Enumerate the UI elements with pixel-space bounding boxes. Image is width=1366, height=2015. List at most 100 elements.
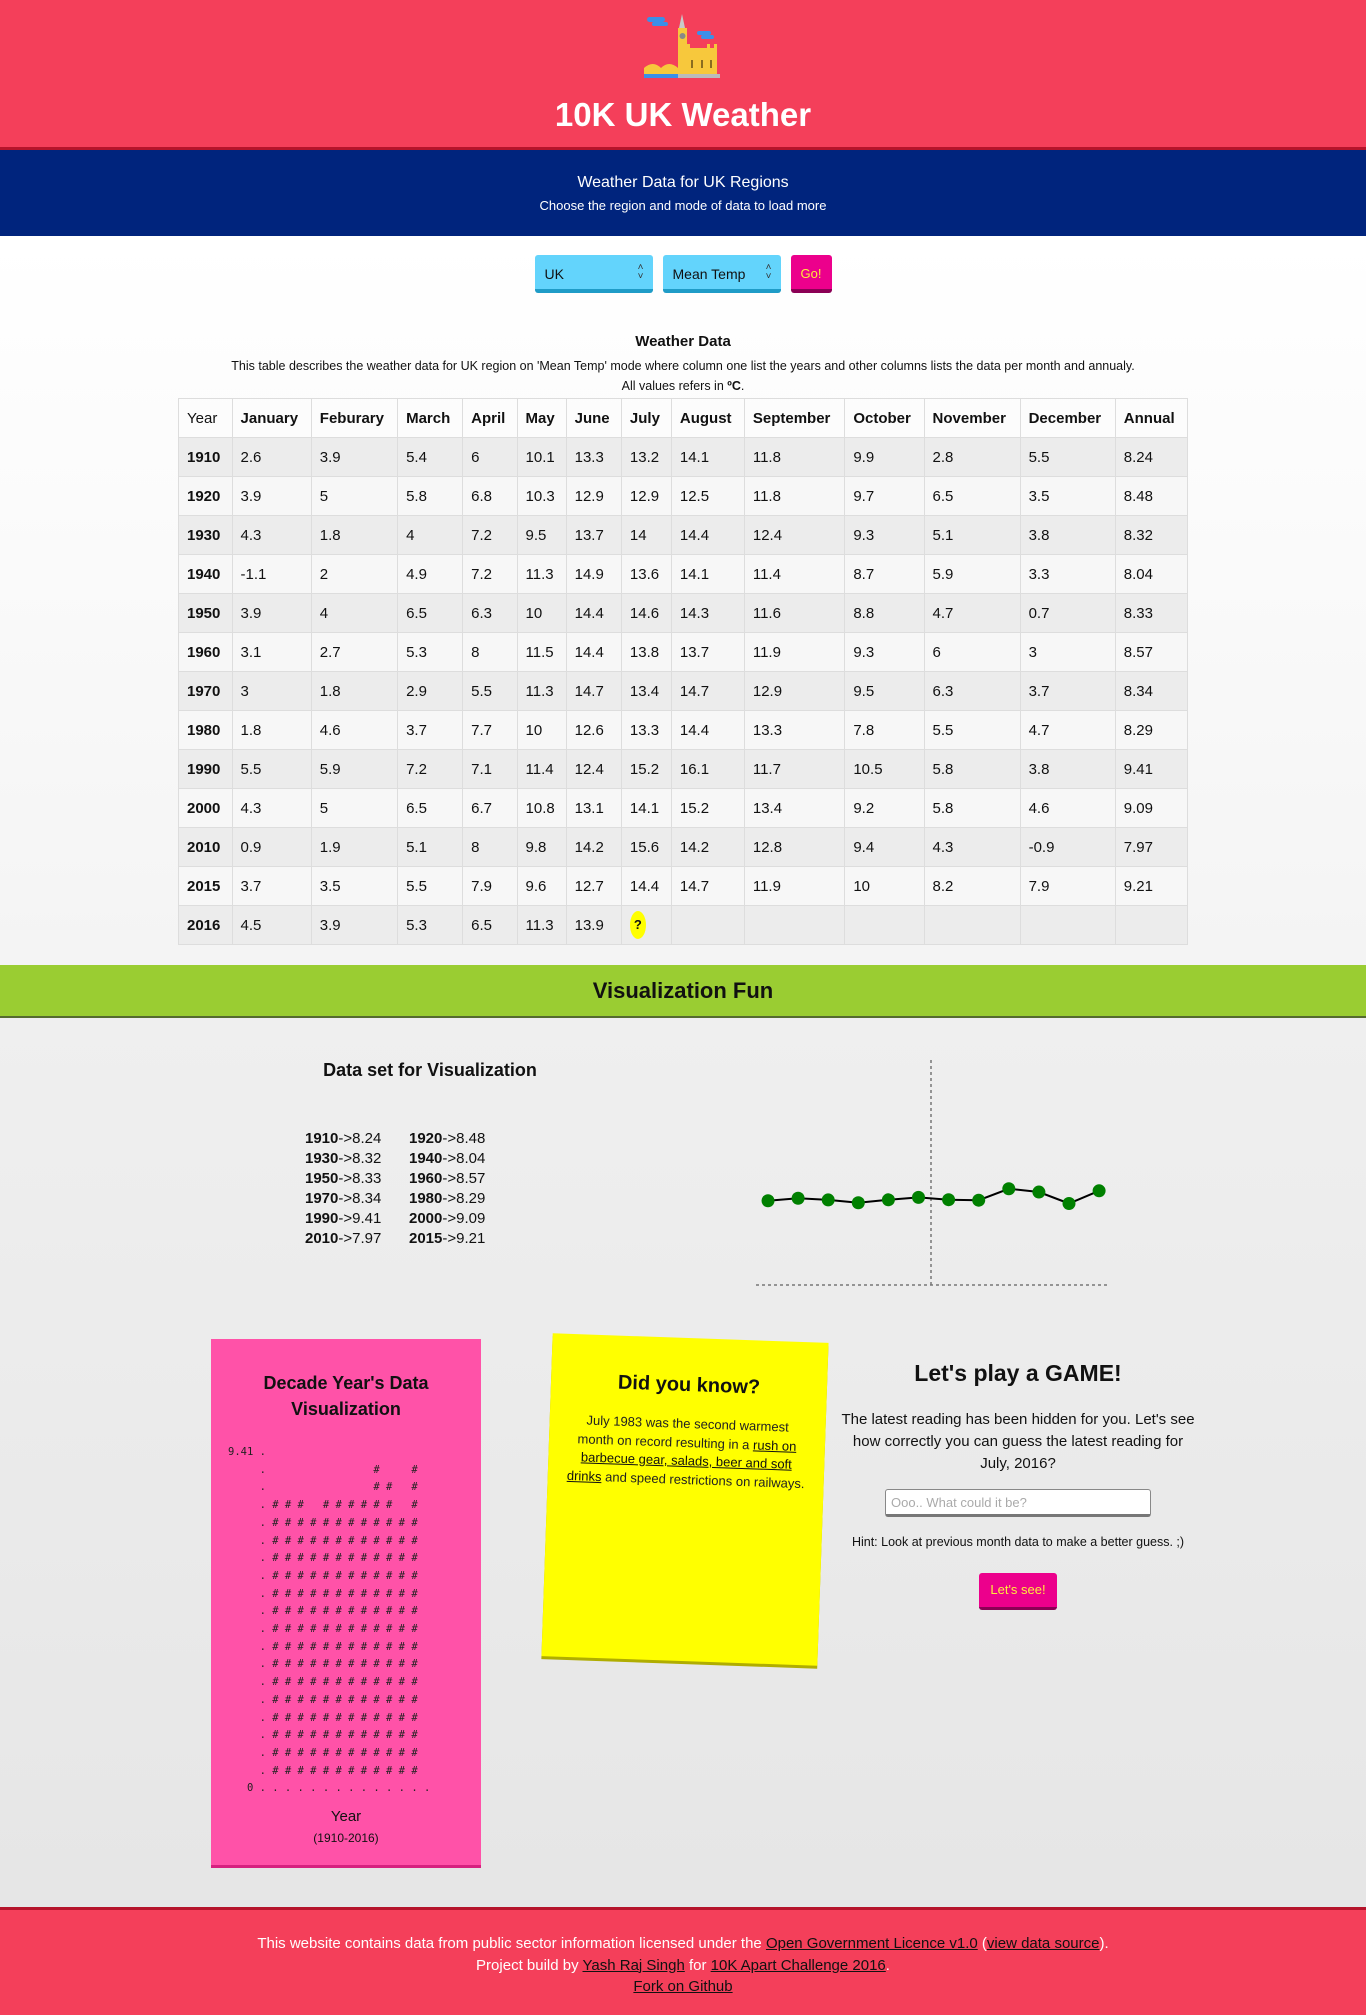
weather-table: Year January Feburary March April May June July… bbox=[178, 398, 1189, 945]
table-cell: 9.5 bbox=[516, 515, 567, 555]
data-point bbox=[1032, 1185, 1046, 1199]
footer-text: ). bbox=[1099, 1935, 1109, 1952]
github-link[interactable]: Fork on Github bbox=[633, 1978, 733, 1995]
table-cell: 6.5 bbox=[923, 476, 1021, 516]
column-header: December bbox=[1019, 398, 1116, 438]
dataset-item: 1920->8.48 bbox=[409, 1130, 513, 1147]
table-row: 1980 1.8 4.6 3.7 7.7 10 12.6 13.3 14.4 13.3 7.8 5.5… bbox=[178, 710, 1189, 750]
ascii-row: . # # # bbox=[228, 1481, 418, 1494]
go-button[interactable]: Go! bbox=[790, 255, 832, 293]
table-cell: 8.57 bbox=[1114, 632, 1189, 672]
dataset-value: ->8.48 bbox=[442, 1130, 486, 1147]
table-cell: 5.5 bbox=[462, 671, 518, 711]
table-cell: 13.1 bbox=[565, 788, 622, 828]
table-cell: 9.41 bbox=[1114, 749, 1189, 789]
units: ºC bbox=[727, 379, 741, 393]
table-cell: 1980 bbox=[178, 710, 233, 750]
lets-see-button[interactable]: Let's see! bbox=[979, 1573, 1057, 1610]
table-cell: 1.8 bbox=[310, 671, 399, 711]
table-cell: 5.1 bbox=[397, 827, 464, 867]
table-cell: 4.6 bbox=[1019, 788, 1116, 828]
table-cell: 13.3 bbox=[620, 710, 672, 750]
dataset-item: 1960->8.57 bbox=[409, 1170, 513, 1187]
site-title: 10K UK Weather bbox=[554, 96, 812, 133]
table-cell: 11.5 bbox=[516, 632, 567, 672]
ascii-row: . # # # # # # # # # # # # bbox=[228, 1569, 418, 1582]
dataset-year: 1920 bbox=[409, 1130, 443, 1147]
footer-text: Project build by bbox=[476, 1956, 583, 1974]
table-cell: 4 bbox=[310, 593, 399, 633]
table-cell: 16.1 bbox=[670, 749, 745, 789]
table-cell bbox=[844, 905, 925, 945]
table-cell: 9.4 bbox=[844, 827, 925, 867]
dataset-year: 1940 bbox=[409, 1150, 443, 1167]
dataset-year: 2000 bbox=[409, 1210, 443, 1227]
mode-select[interactable]: Mean Temp ˄ ˅ bbox=[662, 255, 781, 293]
table-cell: 2010 bbox=[178, 827, 233, 867]
guess-input[interactable] bbox=[885, 1489, 1151, 1517]
column-header: October bbox=[844, 398, 925, 438]
table-cell: 3.7 bbox=[1019, 671, 1116, 711]
table-cell: 1930 bbox=[178, 515, 233, 555]
dataset-value: ->8.57 bbox=[442, 1170, 486, 1187]
ascii-bar-chart: 9.41 . . # # . # # # . # # # # # # # # #… bbox=[228, 1444, 481, 1798]
table-cell: 9.3 bbox=[844, 515, 925, 555]
table-cell: 11.8 bbox=[743, 476, 846, 516]
author-link[interactable]: Yash Raj Singh bbox=[582, 1956, 685, 1974]
table-cell: 8 bbox=[462, 632, 518, 672]
dataset-value: ->8.33 bbox=[338, 1170, 382, 1187]
fact-text-end: and speed restrictions on railways. bbox=[601, 1468, 805, 1491]
table-row: 1990 5.5 5.9 7.2 7.1 11.4 12.4 15.2 16.1 11.7 10.5… bbox=[178, 749, 1189, 789]
footer-text: ( bbox=[977, 1935, 987, 1952]
game-panel: Let's play a GAME! The latest reading ha… bbox=[840, 1360, 1196, 1610]
table-cell: 14.2 bbox=[670, 827, 745, 867]
table-cell: 13.8 bbox=[620, 632, 672, 672]
table-cell: 7.2 bbox=[397, 749, 464, 789]
table-cell: 4.3 bbox=[923, 827, 1021, 867]
table-cell: 12.5 bbox=[670, 476, 745, 516]
table-cell: 11.9 bbox=[743, 866, 846, 906]
table-cell: 4 bbox=[397, 515, 464, 555]
data-point bbox=[912, 1190, 925, 1204]
table-cell: 11.7 bbox=[743, 749, 846, 789]
data-source-link[interactable]: view data source bbox=[986, 1935, 1100, 1952]
table-description: This table describes the weather data fo… bbox=[0, 356, 1366, 396]
table-cell: 0.7 bbox=[1019, 593, 1116, 633]
column-header: June bbox=[565, 398, 622, 438]
table-cell: 5.8 bbox=[923, 788, 1021, 828]
table-cell: 12.9 bbox=[565, 476, 622, 516]
decade-card-title: Decade Year's Data Visualization bbox=[263, 1373, 429, 1419]
region-select[interactable]: UK ˄ ˅ bbox=[534, 255, 653, 293]
table-cell: 14.3 bbox=[670, 593, 745, 633]
table-cell: 14.2 bbox=[565, 827, 622, 867]
ascii-range: (1910-2016) bbox=[313, 1831, 379, 1846]
table-cell: 1.9 bbox=[310, 827, 399, 867]
hidden-value-marker[interactable]: ? bbox=[629, 911, 646, 939]
challenge-link[interactable]: 10K Apart Challenge 2016 bbox=[710, 1956, 886, 1974]
table-cell: 6.5 bbox=[462, 905, 518, 945]
dataset-item: 2010->7.97 bbox=[305, 1230, 409, 1247]
table-cell: 11.9 bbox=[743, 632, 846, 672]
dataset-item: 1970->8.34 bbox=[305, 1190, 409, 1207]
table-cell: 13.6 bbox=[620, 554, 672, 594]
table-row: 2015 3.7 3.5 5.5 7.9 9.6 12.7 14.4 14.7 11.9 10 8.2… bbox=[178, 866, 1189, 906]
table-cell: ? bbox=[620, 905, 672, 945]
table-cell: 9.5 bbox=[844, 671, 925, 711]
table-cell: 9.3 bbox=[844, 632, 925, 672]
game-title: Let's play a GAME! bbox=[914, 1360, 1122, 1386]
column-header: August bbox=[670, 398, 745, 438]
table-cell: 14.4 bbox=[565, 593, 622, 633]
table-cell: 7.2 bbox=[462, 554, 518, 594]
table-cell: 6.5 bbox=[397, 788, 464, 828]
table-cell: 5.5 bbox=[231, 749, 312, 789]
table-cell: 9.6 bbox=[516, 866, 567, 906]
table-cell: 2000 bbox=[178, 788, 233, 828]
decade-visualization-card: Decade Year's Data Visualization 9.41 . … bbox=[211, 1339, 481, 1868]
table-cell bbox=[670, 905, 745, 945]
table-cell: 13.4 bbox=[620, 671, 672, 711]
table-cell: 8.32 bbox=[1114, 515, 1189, 555]
licence-link[interactable]: Open Government Licence v1.0 bbox=[765, 1935, 978, 1952]
series-line bbox=[767, 1187, 1100, 1205]
table-cell: 14.6 bbox=[620, 593, 672, 633]
footer-line-credits: Project build by Yash Raj Singh for 10K … bbox=[0, 1955, 1366, 1977]
